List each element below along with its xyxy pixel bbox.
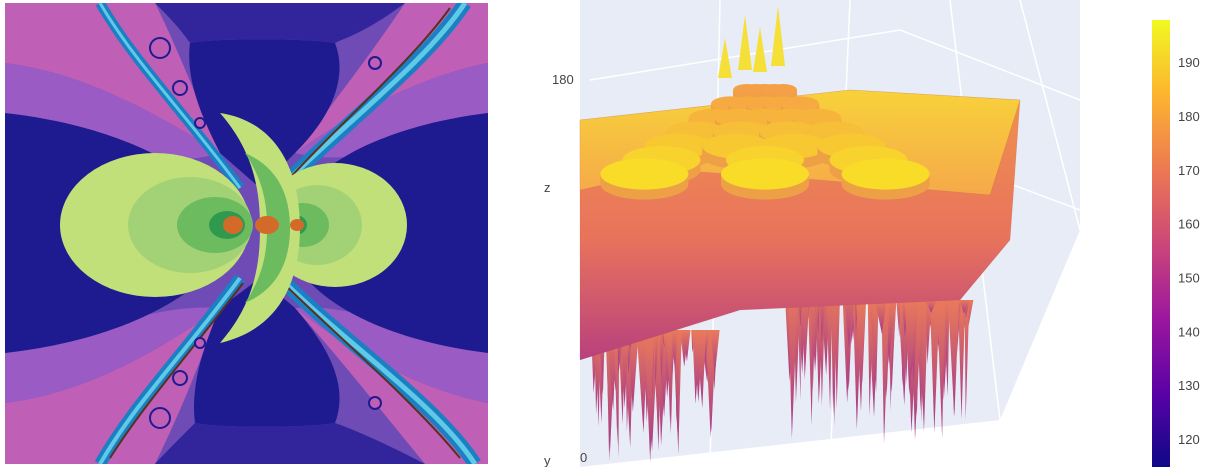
bud-bottom-right-1: [369, 397, 381, 409]
fractal-basin-image: [5, 3, 488, 464]
colorbar-tick-label: 130: [1178, 378, 1200, 393]
bud-top-left-3: [195, 118, 205, 128]
surface-3d-plot[interactable]: 180 z y 0: [520, 0, 1095, 467]
bud-top-left-1: [150, 38, 170, 58]
terrace-step-top: [842, 158, 930, 189]
colorbar-tick-label: 160: [1178, 217, 1200, 232]
central-orange-spot-mid: [255, 216, 279, 234]
central-orange-spot-right: [290, 219, 304, 231]
z-axis-label: z: [544, 180, 551, 195]
colorbar-tick-label: 150: [1178, 271, 1200, 286]
colorbar-tick-label: 140: [1178, 324, 1200, 339]
colorbar-tick-label: 170: [1178, 163, 1200, 178]
y-tick-0: 0: [580, 450, 587, 465]
colorbar-tick-label: 180: [1178, 109, 1200, 124]
colorbar-ticks: 120 130 140 150 160 170 180 190: [1178, 55, 1200, 447]
bud-bottom-left-1: [150, 408, 170, 428]
bud-top-right-1: [369, 57, 381, 69]
central-orange-spot-left: [223, 216, 243, 234]
bud-bottom-left-3: [195, 338, 205, 348]
y-axis-label: y: [544, 453, 551, 467]
colorbar: 120 130 140 150 160 170 180 190: [1140, 0, 1205, 467]
colorbar-strip: [1152, 20, 1170, 467]
terrace-step-top: [769, 84, 797, 96]
terrace-step-top: [600, 158, 688, 189]
colorbar-tick-label: 120: [1178, 432, 1200, 447]
bud-bottom-left-2: [173, 371, 187, 385]
colorbar-tick-label: 190: [1178, 55, 1200, 70]
terrace-step-top: [721, 158, 809, 189]
z-tick-180: 180: [552, 72, 574, 87]
bud-top-left-2: [173, 81, 187, 95]
